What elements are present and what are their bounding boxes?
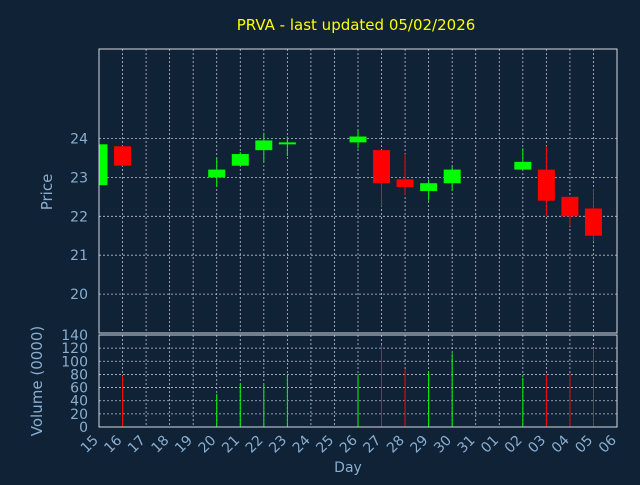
chart-title: PRVA - last updated 05/02/2026 xyxy=(237,16,476,34)
candle-body xyxy=(231,154,249,166)
candle-body xyxy=(373,150,391,184)
volume-tick-label: 140 xyxy=(61,328,88,344)
candle-body xyxy=(278,142,296,145)
candle-body xyxy=(114,146,132,166)
candle-body xyxy=(537,169,555,201)
volume-tick-label: 60 xyxy=(70,381,88,397)
volume-tick-label: 40 xyxy=(70,394,88,410)
volume-tick-label: 80 xyxy=(70,367,88,383)
price-tick-label: 20 xyxy=(70,287,88,303)
volume-tick-label: 120 xyxy=(61,341,88,357)
candle-body xyxy=(255,140,273,151)
volume-tick-label: 100 xyxy=(61,354,88,370)
candles xyxy=(98,130,602,242)
price-tick-label: 22 xyxy=(70,209,88,225)
candle-body xyxy=(584,208,602,236)
price-panel-frame xyxy=(98,48,618,334)
price-axis-label: Price xyxy=(38,174,56,211)
volume-tick-label: 0 xyxy=(79,420,88,436)
candle-body xyxy=(396,179,414,188)
candle-body xyxy=(443,169,461,184)
x-axis-label: Day xyxy=(334,460,362,476)
x-ticks: 15 16 17 18 19 20 21 22 23 24 25 26 27 28 29 30 31 01 02 03… xyxy=(78,432,620,456)
candle-body xyxy=(208,169,226,178)
price-tick-label: 21 xyxy=(70,248,88,264)
candle-body xyxy=(420,183,438,191)
price-tick-label: 24 xyxy=(70,131,88,147)
volume-axis-label: Volume (0000) xyxy=(28,326,46,436)
candle-body xyxy=(561,196,579,217)
candle-body xyxy=(99,144,108,186)
volume-tick-label: 20 xyxy=(70,407,88,423)
price-y-ticks: 20 21 22 23 24 xyxy=(70,131,88,303)
candle-body xyxy=(349,136,367,143)
volume-bars xyxy=(122,344,594,427)
price-tick-label: 23 xyxy=(70,170,88,186)
candle-body xyxy=(514,161,532,170)
volume-panel-frame xyxy=(98,334,618,428)
